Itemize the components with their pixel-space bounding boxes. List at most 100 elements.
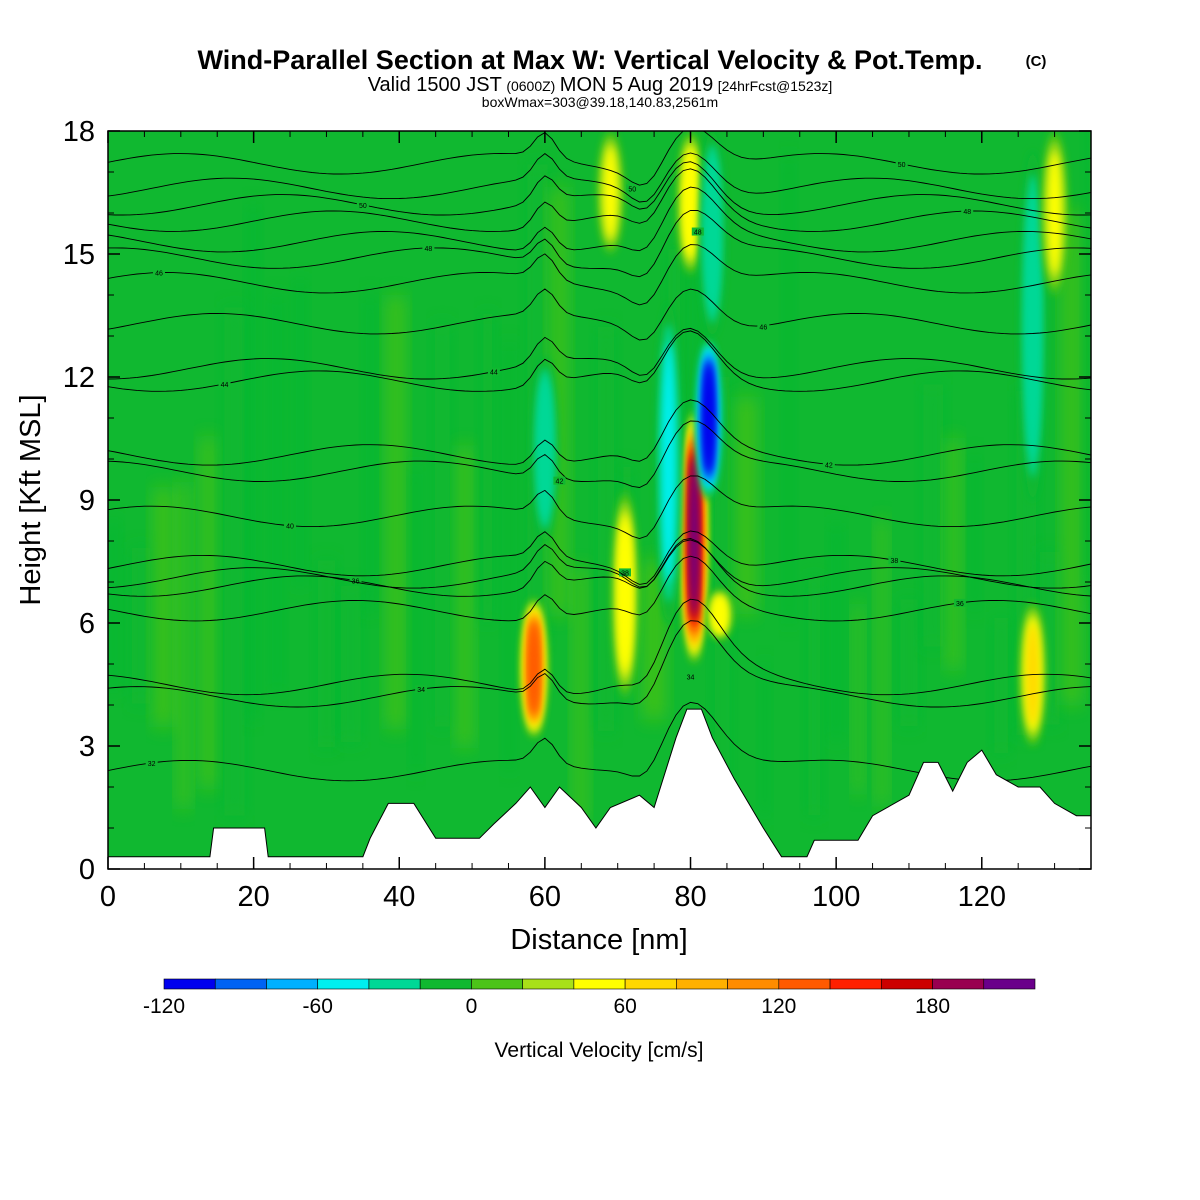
contour-label: 46 (155, 271, 163, 278)
velocity-features (520, 131, 1068, 746)
contour-label: 40 (286, 524, 294, 531)
contour-label: 50 (628, 187, 636, 194)
contour-label-bg (684, 672, 697, 681)
contour-label: 50 (359, 203, 367, 210)
velocity-texture-band (224, 307, 245, 816)
x-tick-label: 20 (237, 881, 269, 913)
velocity-cell (705, 157, 720, 310)
theta-contour-line (108, 475, 1091, 539)
contour-label-bg (757, 322, 770, 331)
contour-label-bg (553, 476, 566, 485)
theta-contour-line (108, 538, 1091, 597)
velocity-texture-band (1086, 131, 1091, 591)
contour-label-bg (487, 367, 500, 376)
forecast-info: [24hrFcst@1523z] (718, 78, 833, 94)
colorbar-tick-label: -60 (303, 995, 333, 1018)
contour-label-bg (626, 184, 639, 193)
velocity-texture-band (993, 618, 1010, 754)
theta-contour-line (108, 209, 1091, 278)
velocity-texture-band (853, 603, 863, 795)
velocity-texture-band (154, 487, 173, 727)
velocity-texture-band (597, 326, 615, 732)
contour-label: 32 (148, 761, 156, 768)
colorbar-swatch (676, 978, 728, 990)
contour-label: 46 (759, 324, 767, 331)
contour-label-bg (415, 685, 428, 694)
contour-label-bg (961, 207, 974, 216)
contour-label-bg (349, 576, 362, 585)
contour-label: 38 (891, 558, 899, 565)
velocity-cell (1026, 196, 1040, 456)
colorbar-swatch (778, 978, 831, 990)
velocity-texture-band (830, 523, 843, 741)
colorbar-swatch (983, 978, 1036, 990)
velocity-texture-band (364, 294, 376, 611)
theta-contour-line (108, 399, 1091, 466)
contour-label-bg (953, 598, 966, 607)
y-tick-label: 18 (63, 116, 95, 148)
colorbar-swatch (727, 978, 780, 990)
theta-contour-line (108, 186, 1091, 253)
velocity-texture-band (294, 279, 306, 586)
velocity-texture (108, 131, 1091, 823)
colorbar-swatch (317, 978, 370, 990)
colorbar-swatch (624, 978, 677, 990)
velocity-cell (530, 624, 538, 712)
colorbar-swatch (214, 978, 267, 990)
contour-label-bg (218, 379, 231, 388)
theta-contour-line (108, 530, 1091, 585)
colorbar-tick-label: 0 (466, 995, 478, 1018)
velocity-texture-band (341, 586, 361, 742)
x-axis-label: Distance [nm] (510, 924, 687, 956)
x-tick-label: 40 (383, 881, 415, 913)
contour-label-bg (888, 556, 901, 565)
valid-time: Valid 1500 JST (368, 74, 502, 96)
colorbar-swatch (522, 978, 575, 990)
velocity-cell (690, 459, 698, 615)
velocity-texture-band (434, 324, 451, 727)
colorbar-tick-label: 60 (613, 995, 636, 1018)
y-tick-label: 12 (63, 362, 95, 394)
contour-label-bg (422, 243, 435, 252)
contour-label: 36 (956, 601, 964, 608)
velocity-texture-band (177, 481, 190, 810)
theta-contour-line (108, 539, 1091, 589)
velocity-texture-band (574, 566, 587, 823)
velocity-texture-band (108, 519, 120, 691)
contour-label-bg (822, 460, 835, 469)
velocity-texture-band (923, 384, 944, 647)
theta-contour-line (108, 555, 1091, 622)
velocity-texture-band (643, 559, 665, 720)
velocity-texture-band (410, 465, 421, 773)
x-tick-label: 0 (100, 881, 116, 913)
chart-title: Wind-Parallel Section at Max W: Vertical… (198, 45, 983, 75)
colorbar-swatch (932, 978, 985, 990)
colorbar-swatch (573, 978, 626, 990)
contour-label: 50 (898, 162, 906, 169)
x-axis: 0 20 40 60 80 100 120 (100, 131, 1092, 913)
colorbar-swatch (163, 978, 216, 990)
colorbar-swatch (880, 978, 933, 990)
theta-contour-line (108, 244, 1091, 306)
contour-label-bg (145, 758, 158, 767)
colorbar-tick-label: -120 (143, 995, 185, 1018)
colorbar-swatch (266, 978, 319, 990)
colorbar: -120 -60 0 60 120 180 (143, 978, 1036, 1018)
y-tick-label: 0 (79, 854, 95, 886)
velocity-texture-band (690, 142, 703, 633)
velocity-texture-band (317, 560, 336, 747)
colorbar-swatch (368, 978, 421, 990)
contour-label: 48 (694, 230, 702, 237)
contour-label-bg (356, 200, 369, 209)
velocity-texture-band (946, 437, 960, 671)
theta-contour-line (108, 327, 1091, 380)
contour-label: 42 (825, 462, 833, 469)
velocity-cell (704, 365, 713, 471)
y-tick-label: 9 (79, 485, 95, 517)
velocity-cell (713, 597, 726, 633)
velocity-cell (684, 152, 697, 253)
theta-contour-line (108, 168, 1091, 232)
